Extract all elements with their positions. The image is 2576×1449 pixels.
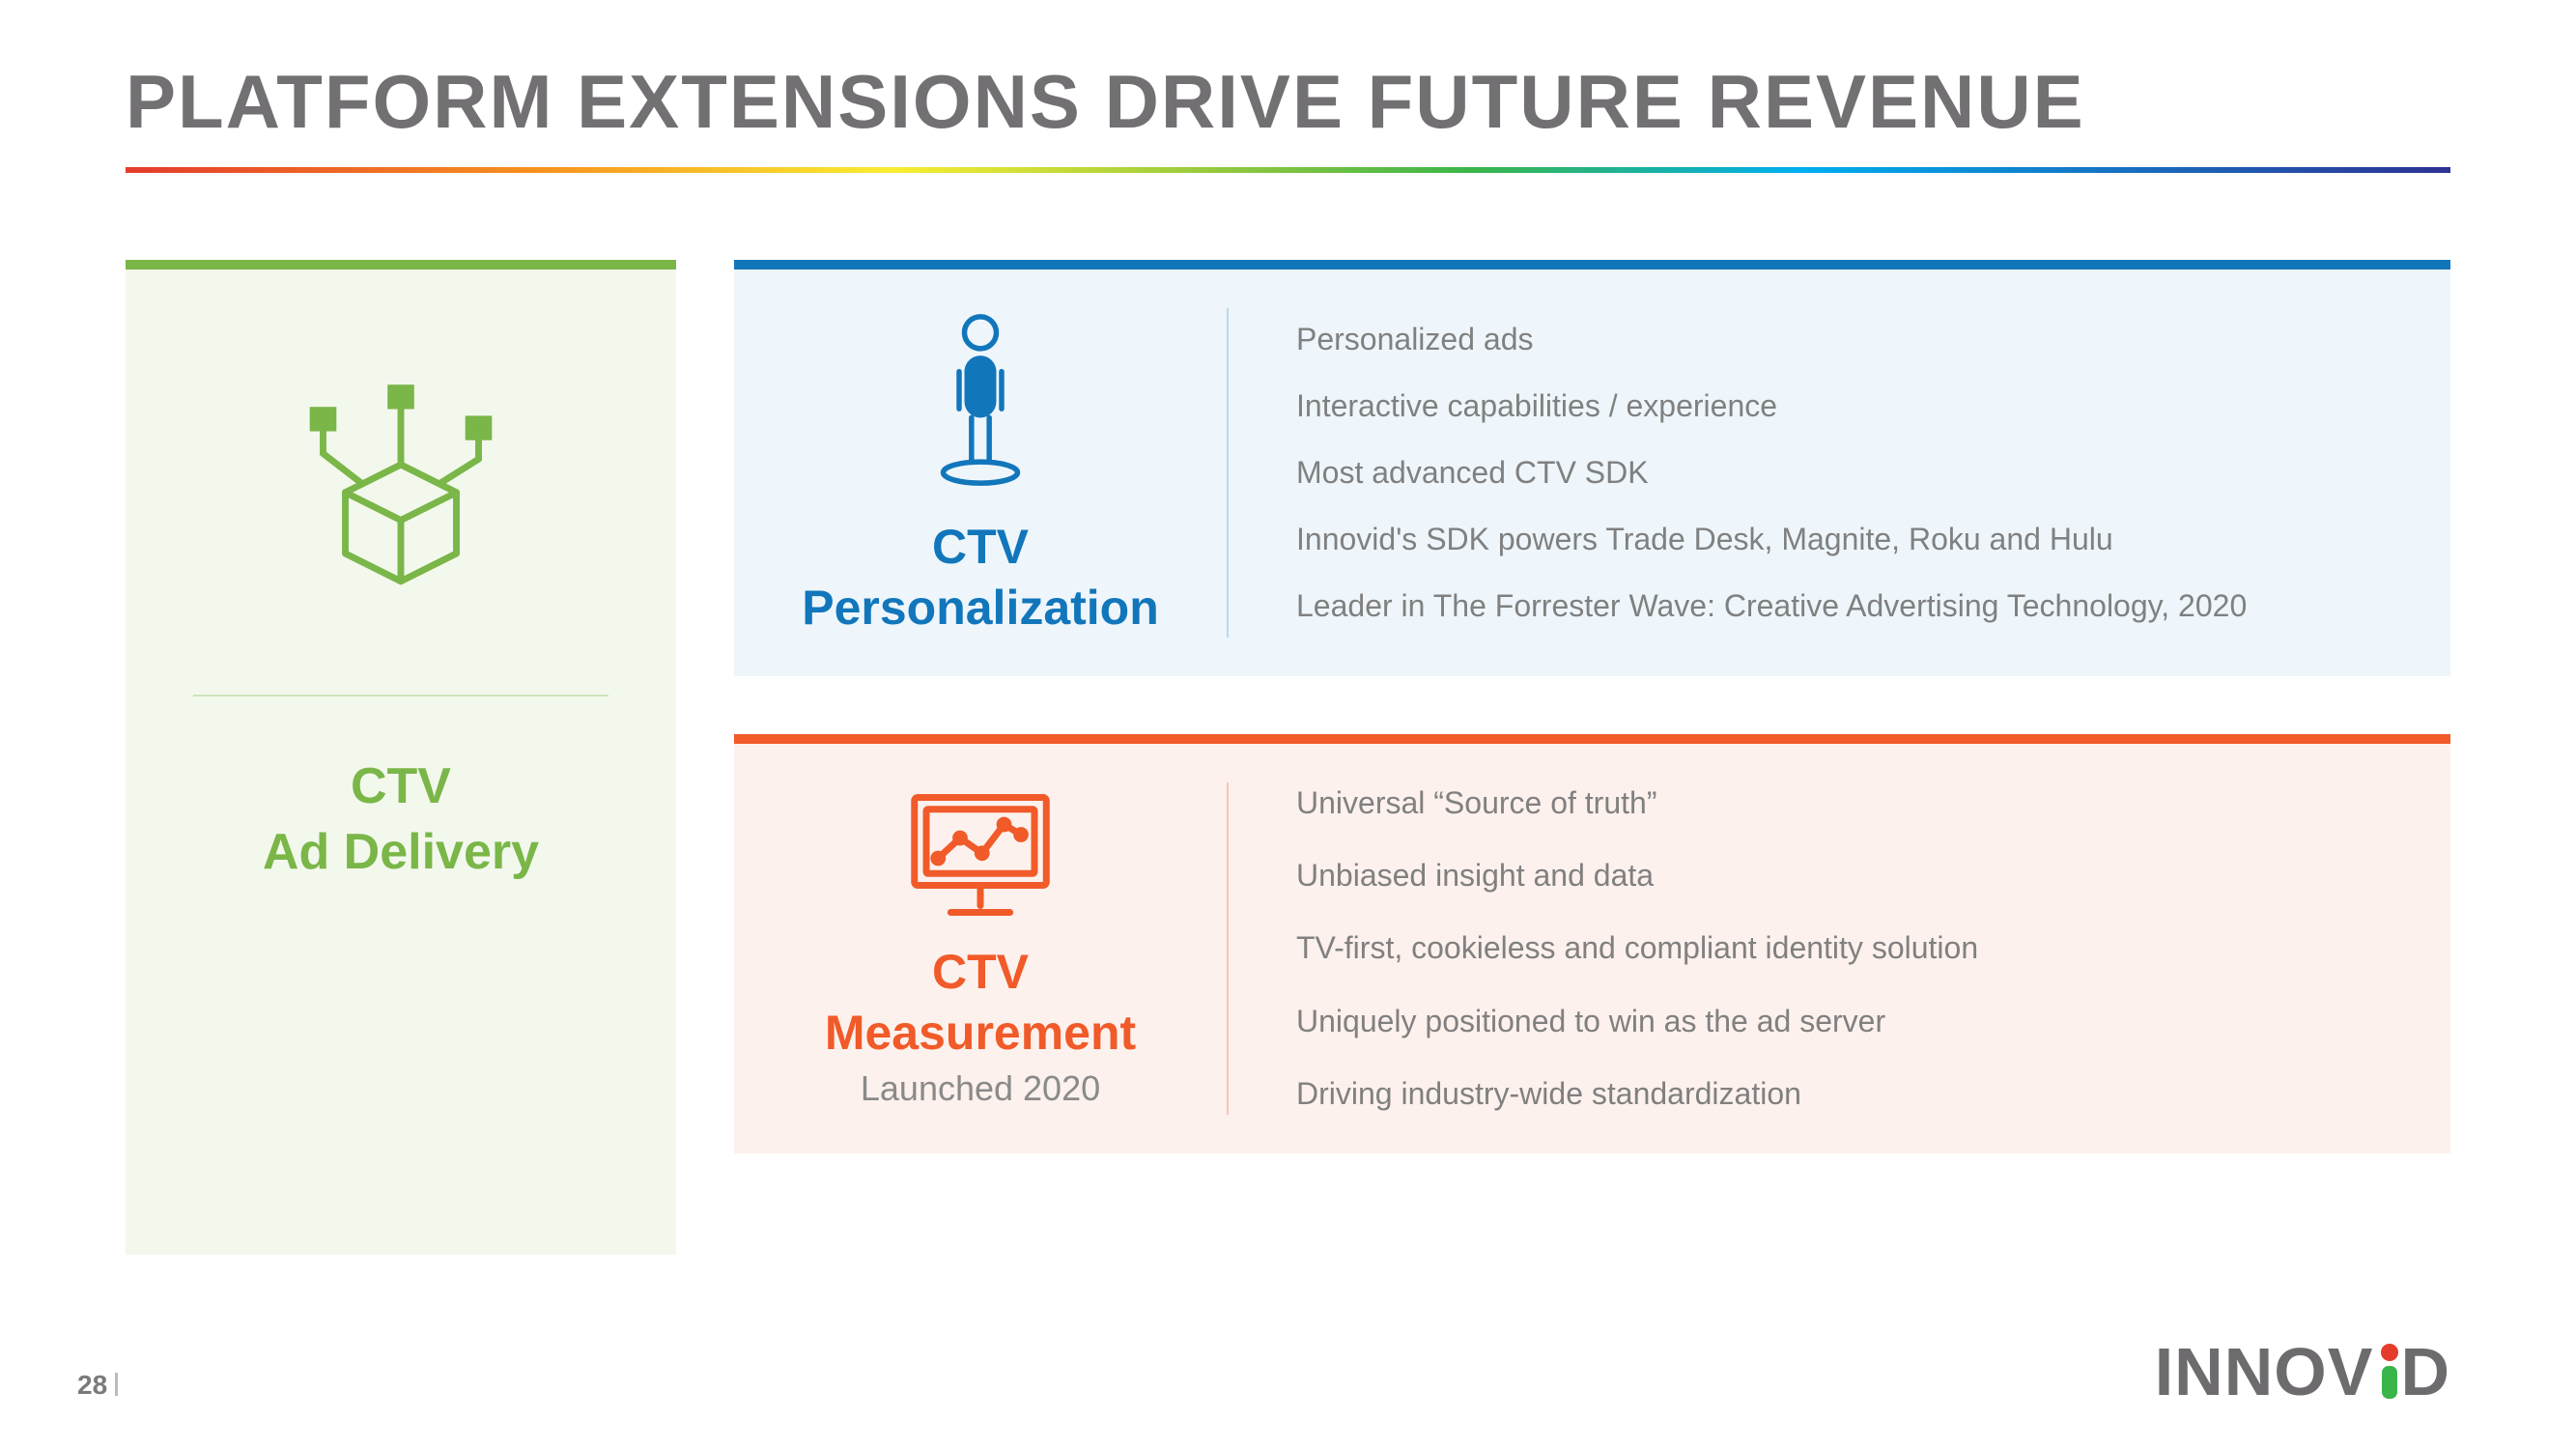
card-measurement-title: CTV Measurement — [825, 942, 1136, 1063]
slide-title: PLATFORM EXTENSIONS DRIVE FUTURE REVENUE — [126, 58, 2450, 146]
slide-body: CTV Ad Delivery — [126, 260, 2450, 1255]
person-icon — [927, 308, 1033, 492]
card-measurement: CTV Measurement Launched 2020 Universal … — [734, 734, 2450, 1153]
card-personalization-title: CTV Personalization — [802, 517, 1159, 638]
page-number: 28 — [77, 1370, 118, 1401]
bullet: TV-first, cookieless and compliant ident… — [1296, 927, 2402, 969]
innovid-logo: INNOV D — [2155, 1333, 2450, 1410]
bullet: Uniquely positioned to win as the ad ser… — [1296, 1001, 2402, 1042]
monitor-chart-icon — [903, 787, 1058, 923]
right-column: CTV Personalization Personalized ads Int… — [734, 260, 2450, 1255]
bullet: Most advanced CTV SDK — [1296, 452, 2402, 494]
left-divider — [193, 695, 609, 696]
card-personalization-bullets: Personalized ads Interactive capabilitie… — [1229, 308, 2402, 638]
bullet: Interactive capabilities / experience — [1296, 385, 2402, 427]
card-personalization-head: CTV Personalization — [773, 308, 1227, 638]
card-measurement-bullets: Universal “Source of truth” Unbiased ins… — [1229, 782, 2402, 1115]
bullet: Driving industry-wide standardization — [1296, 1073, 2402, 1115]
card-measurement-subtitle: Launched 2020 — [861, 1068, 1100, 1109]
card-ad-delivery: CTV Ad Delivery — [126, 260, 676, 1255]
bullet: Innovid's SDK powers Trade Desk, Magnite… — [1296, 519, 2402, 560]
slide: PLATFORM EXTENSIONS DRIVE FUTURE REVENUE… — [0, 0, 2576, 1449]
bullet: Universal “Source of truth” — [1296, 782, 2402, 824]
bullet: Leader in The Forrester Wave: Creative A… — [1296, 585, 2402, 627]
bullet: Unbiased insight and data — [1296, 855, 2402, 896]
card-personalization: CTV Personalization Personalized ads Int… — [734, 260, 2450, 676]
box-network-icon — [290, 376, 512, 598]
rainbow-divider — [126, 167, 2450, 173]
card-measurement-head: CTV Measurement Launched 2020 — [773, 782, 1227, 1115]
bullet: Personalized ads — [1296, 319, 2402, 360]
card-ad-delivery-title: CTV Ad Delivery — [263, 754, 539, 885]
